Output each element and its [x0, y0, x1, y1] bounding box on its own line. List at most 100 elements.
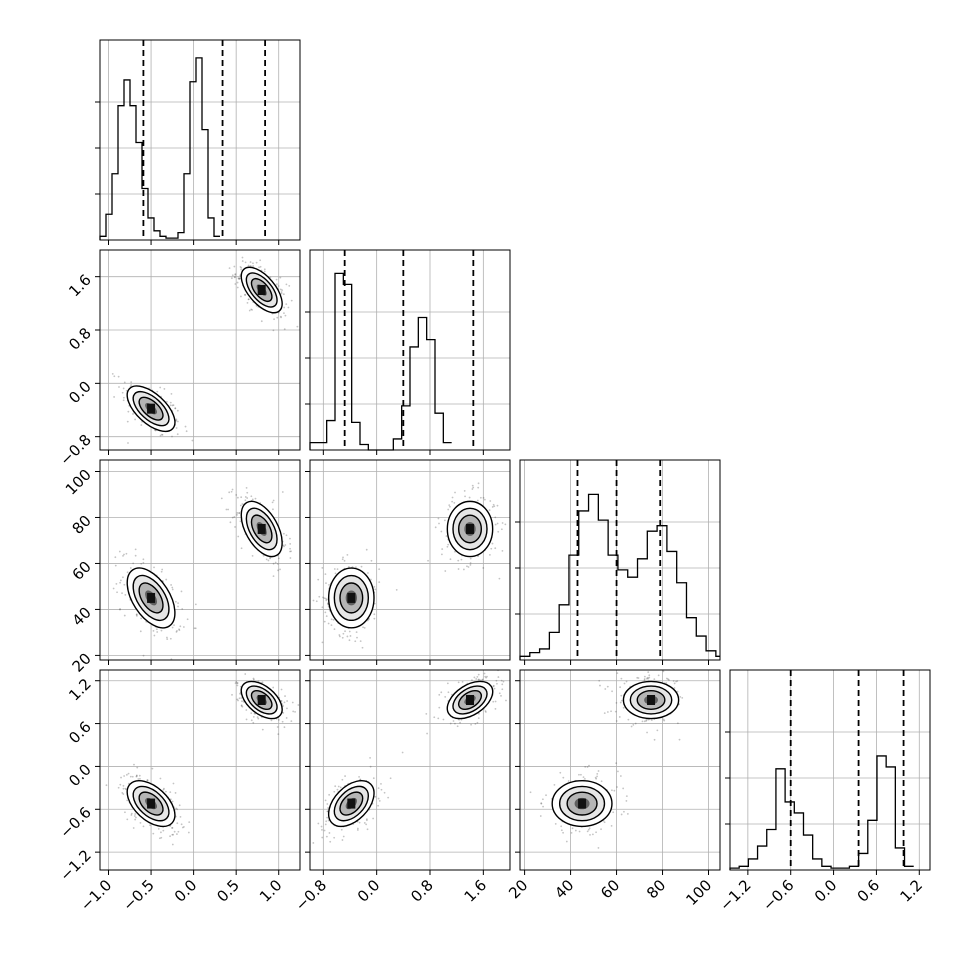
sample-point — [292, 710, 295, 713]
sample-point — [619, 701, 622, 704]
sample-point — [176, 822, 179, 825]
sample-point — [228, 267, 231, 270]
sample-point — [325, 835, 328, 838]
sample-point — [494, 547, 497, 550]
panel-frame — [519, 669, 721, 871]
sample-point — [630, 725, 633, 728]
sample-point — [597, 770, 600, 772]
sample-point — [259, 259, 262, 262]
sample-point — [346, 635, 349, 638]
sample-point — [185, 430, 188, 433]
sample-point — [246, 497, 249, 499]
sample-point — [229, 521, 232, 524]
sample-point — [179, 625, 182, 628]
sample-point — [559, 771, 562, 774]
sample-point — [176, 629, 178, 632]
sample-point — [165, 578, 168, 581]
sample-point — [279, 288, 282, 291]
sample-point — [236, 682, 239, 684]
sample-point — [239, 520, 242, 523]
density-peak — [578, 798, 587, 809]
sample-point — [178, 628, 180, 631]
sample-point — [159, 386, 162, 389]
sample-point — [269, 276, 272, 279]
sample-point — [123, 614, 126, 617]
sample-point — [156, 631, 159, 633]
sample-point — [501, 688, 504, 691]
panel-frame — [99, 39, 301, 241]
sample-point — [160, 831, 162, 834]
panel-frame — [309, 459, 511, 661]
sample-point — [322, 596, 324, 599]
sample-point — [272, 508, 274, 511]
sample-point — [283, 312, 285, 315]
sample-point — [140, 562, 143, 565]
sample-point — [437, 717, 440, 720]
sample-point — [456, 725, 459, 728]
sample-point — [281, 289, 284, 292]
sample-point — [175, 427, 178, 429]
sample-point — [284, 695, 286, 697]
sample-point — [325, 615, 328, 618]
sample-point — [245, 718, 248, 721]
sample-point — [283, 328, 286, 331]
sample-point — [241, 260, 244, 262]
sample-point — [325, 582, 327, 585]
sample-point — [283, 701, 286, 704]
sample-point — [679, 695, 682, 698]
sample-point — [643, 720, 646, 723]
sample-point — [241, 705, 244, 708]
sample-point — [236, 698, 239, 701]
sample-point — [134, 418, 137, 421]
sample-point — [240, 704, 243, 707]
sample-point — [285, 283, 288, 286]
sample-point — [476, 721, 479, 724]
sample-point — [256, 716, 259, 719]
sample-point — [180, 823, 183, 826]
sample-point — [545, 794, 547, 797]
sample-point — [542, 805, 544, 808]
sample-point — [500, 694, 502, 697]
sample-point — [240, 704, 243, 707]
sample-point — [142, 825, 145, 828]
x-tick-label: −0.8 — [292, 876, 330, 914]
sample-point — [540, 802, 543, 805]
sample-point — [491, 506, 494, 508]
sample-point — [172, 782, 175, 785]
sample-point — [178, 629, 181, 632]
sample-point — [637, 677, 640, 679]
sample-point — [169, 637, 172, 640]
x-tick-label: −0.6 — [759, 876, 797, 914]
sample-point — [478, 678, 481, 681]
sample-point — [269, 557, 271, 560]
sample-point — [365, 823, 368, 826]
sample-point — [493, 505, 496, 508]
sample-point — [289, 537, 291, 540]
sample-point — [121, 592, 123, 595]
x-tick-label: 0.0 — [171, 876, 201, 906]
sample-point — [623, 682, 626, 685]
sample-point — [122, 576, 124, 579]
sample-point — [117, 786, 120, 789]
sample-point — [479, 496, 482, 499]
sample-point — [283, 306, 286, 309]
sample-point — [496, 682, 498, 685]
sample-point — [240, 547, 243, 550]
sample-point — [247, 298, 250, 301]
sample-point — [441, 548, 444, 550]
sample-point — [251, 308, 253, 311]
sample-point — [265, 558, 268, 561]
sample-point — [193, 627, 196, 630]
sample-point — [290, 550, 292, 553]
sample-point — [246, 665, 248, 667]
sample-point — [119, 581, 121, 584]
scatter-panel-3-1 — [309, 669, 511, 871]
sample-point — [261, 728, 264, 731]
sample-point — [234, 275, 236, 278]
scatter-panel-2-0 — [99, 459, 301, 661]
density-peak — [257, 285, 266, 295]
sample-point — [492, 685, 495, 688]
sample-point — [234, 526, 236, 528]
sample-point — [599, 684, 601, 687]
sample-point — [338, 635, 341, 638]
